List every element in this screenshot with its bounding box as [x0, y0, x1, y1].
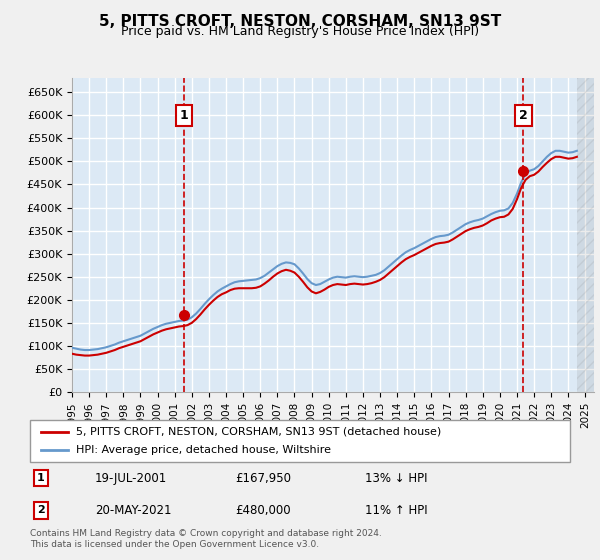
Text: Contains HM Land Registry data © Crown copyright and database right 2024.
This d: Contains HM Land Registry data © Crown c…: [30, 529, 382, 549]
Text: 2: 2: [37, 505, 44, 515]
Text: 2: 2: [519, 109, 528, 122]
Text: 20-MAY-2021: 20-MAY-2021: [95, 504, 172, 517]
Text: £167,950: £167,950: [235, 472, 291, 484]
Text: 5, PITTS CROFT, NESTON, CORSHAM, SN13 9ST: 5, PITTS CROFT, NESTON, CORSHAM, SN13 9S…: [99, 14, 501, 29]
Text: 1: 1: [179, 109, 188, 122]
Text: 11% ↑ HPI: 11% ↑ HPI: [365, 504, 427, 517]
Text: 1: 1: [37, 473, 44, 483]
Text: HPI: Average price, detached house, Wiltshire: HPI: Average price, detached house, Wilt…: [76, 445, 331, 455]
Text: 13% ↓ HPI: 13% ↓ HPI: [365, 472, 427, 484]
Text: Price paid vs. HM Land Registry's House Price Index (HPI): Price paid vs. HM Land Registry's House …: [121, 25, 479, 38]
Text: 5, PITTS CROFT, NESTON, CORSHAM, SN13 9ST (detached house): 5, PITTS CROFT, NESTON, CORSHAM, SN13 9S…: [76, 427, 441, 437]
Text: £480,000: £480,000: [235, 504, 291, 517]
FancyBboxPatch shape: [30, 420, 570, 462]
Bar: [577, 78, 594, 392]
Text: 19-JUL-2001: 19-JUL-2001: [95, 472, 167, 484]
